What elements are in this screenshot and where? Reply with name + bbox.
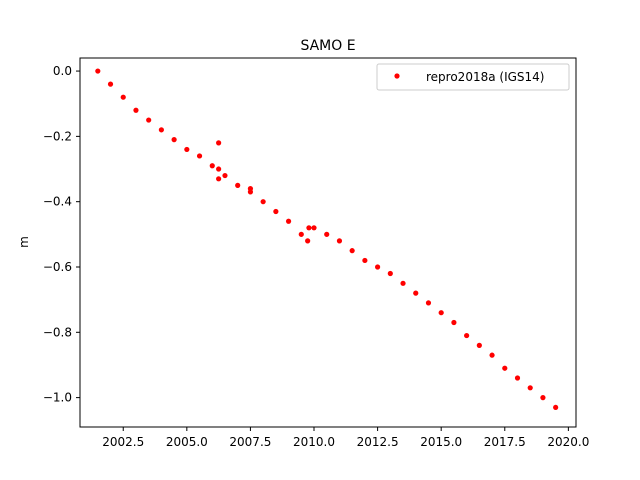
data-point	[311, 225, 317, 231]
x-tick-label: 2002.5	[102, 435, 144, 449]
x-tick-label: 2017.5	[484, 435, 526, 449]
data-point	[476, 342, 482, 348]
data-point	[184, 146, 190, 153]
data-point	[553, 404, 559, 411]
x-tick-label: 2010.0	[293, 435, 335, 449]
data-point	[209, 163, 215, 169]
y-tick-label: −0.8	[43, 325, 72, 339]
data-point	[451, 319, 457, 326]
data-point	[273, 208, 279, 215]
data-point	[260, 199, 266, 205]
data-point	[324, 231, 330, 237]
data-point	[540, 395, 546, 401]
data-point	[336, 238, 343, 244]
plot-frame	[79, 57, 577, 428]
legend-label: repro2018a (IGS14)	[426, 70, 544, 84]
y-tick-label: −1.0	[43, 391, 72, 405]
data-point	[489, 352, 495, 358]
data-point	[362, 257, 368, 264]
data-point	[349, 248, 355, 254]
data-point	[146, 117, 152, 123]
x-tick-label: 2020.0	[547, 435, 589, 449]
x-axis: 2002.5 2005.0 2007.5 2010.0 2012.5 2015.0 2017…	[102, 427, 589, 449]
y-axis: 0.0 −0.2 −0.4 −0.6 −0.8 −1.0	[43, 64, 80, 405]
data-point	[464, 332, 470, 339]
y-tick-label: −0.2	[43, 129, 72, 143]
series-points	[95, 68, 559, 411]
data-point	[196, 153, 203, 159]
legend-marker	[394, 73, 400, 79]
x-tick-label: 2005.0	[166, 435, 208, 449]
legend-box	[376, 63, 570, 91]
legend: repro2018a (IGS14)	[376, 63, 570, 91]
data-point	[387, 270, 393, 277]
data-point	[120, 94, 126, 100]
data-point	[400, 280, 406, 286]
x-tick-label: 2012.5	[357, 435, 399, 449]
data-point	[216, 140, 222, 146]
data-point	[502, 365, 508, 371]
chart-title: SAMO E	[300, 38, 355, 54]
data-point	[247, 186, 254, 192]
data-point	[133, 107, 139, 113]
data-point	[305, 238, 311, 244]
data-point	[413, 290, 419, 296]
data-point	[527, 385, 533, 391]
data-point	[425, 300, 432, 306]
data-point	[375, 264, 381, 270]
data-point	[285, 218, 292, 224]
data-point	[514, 375, 521, 381]
x-tick-label: 2015.0	[420, 435, 462, 449]
y-tick-label: 0.0	[53, 64, 72, 78]
x-tick-label: 2007.5	[229, 435, 271, 449]
data-point	[107, 81, 114, 87]
y-axis-label: m	[17, 236, 31, 248]
data-point	[158, 127, 164, 133]
data-point	[298, 231, 304, 237]
data-point	[235, 182, 241, 188]
data-point	[216, 176, 222, 182]
data-point	[216, 166, 222, 172]
y-tick-label: −0.6	[43, 260, 72, 274]
y-tick-label: −0.4	[43, 195, 72, 209]
data-point	[306, 225, 312, 231]
data-point	[171, 137, 177, 143]
data-point	[222, 172, 228, 179]
data-point	[438, 310, 444, 316]
data-point	[95, 68, 101, 74]
